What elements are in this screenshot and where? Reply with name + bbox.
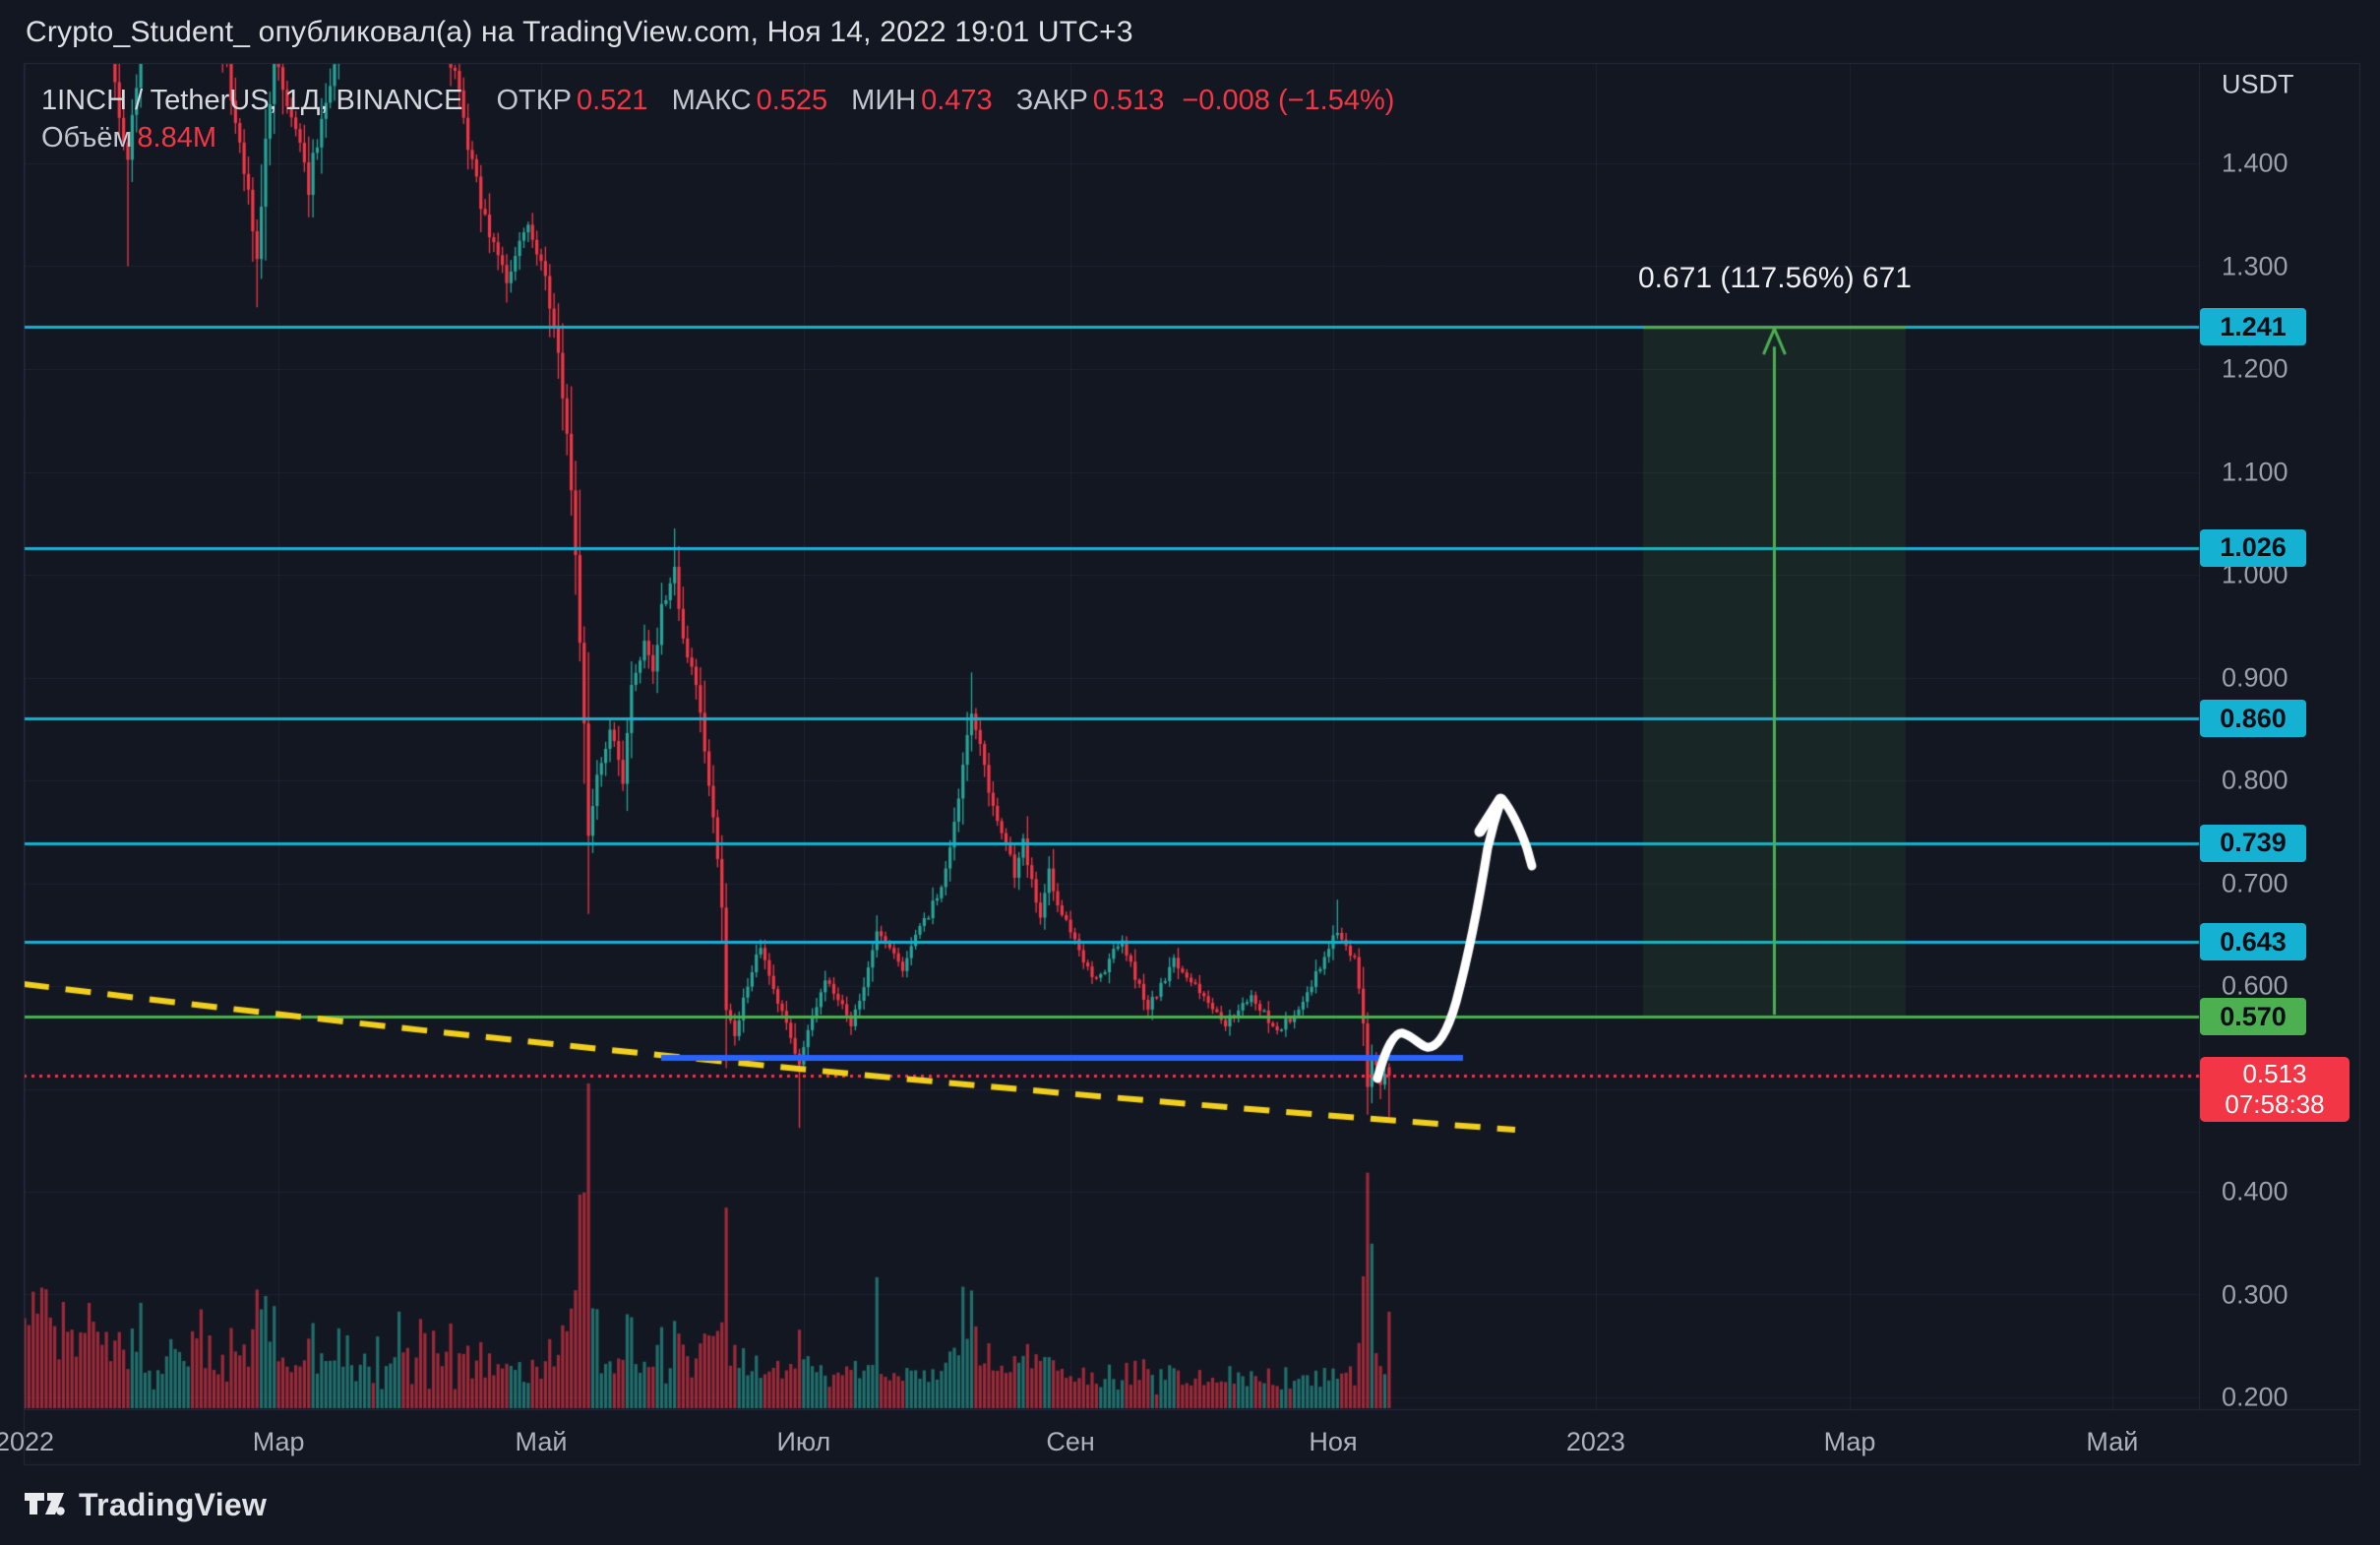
high-label: МАКС [671,85,752,116]
price-tick-label: 0.700 [2222,868,2288,897]
candle-countdown: 07:58:38 [2225,1088,2325,1119]
open-value: 0.521 [576,85,648,116]
close-label: ЗАКР [1015,85,1088,116]
time-tick-label: Мар [1823,1427,1876,1456]
tradingview-logo-icon [24,1486,67,1524]
time-tick-label: Ноя [1309,1427,1358,1456]
price-tick-label: 1.400 [2222,148,2288,178]
low-label: МИН [851,85,917,116]
published-by-banner: Crypto_Student_ опубликовал(а) на Tradin… [26,16,1133,48]
level-price-badge: 0.739 [2200,824,2306,862]
time-tick-label: Май [515,1427,568,1456]
level-price-badge: 0.570 [2200,998,2306,1036]
open-label: ОТКР [496,85,572,116]
time-tick-label: Мар [252,1427,305,1456]
price-tick-label: 1.200 [2222,353,2288,384]
axis-currency-label: USDT [2222,69,2294,99]
close-value: 0.513 [1092,85,1165,116]
long-position-annotation: 0.671 (117.56%) 671 [1638,262,1912,294]
current-price-badge: 0.513 07:58:38 [2200,1056,2349,1122]
time-tick-label: 2023 [1565,1427,1625,1456]
price-tick-label: 0.900 [2222,662,2288,692]
level-price-badge: 0.860 [2200,700,2306,738]
volume-value: 8.84M [137,122,217,154]
tradingview-logo-text: TradingView [79,1487,268,1522]
change-value: −0.008 (−1.54%) [1182,85,1395,116]
volume-legend: Объём 8.84M [41,122,216,154]
price-tick-label: 0.800 [2222,765,2288,795]
price-tick-label: 1.100 [2222,457,2288,486]
time-tick-label: Июл [776,1427,831,1456]
time-tick-label: Май [2086,1427,2139,1456]
low-value: 0.473 [921,85,993,116]
price-tick-label: 0.400 [2222,1176,2288,1206]
level-price-badge: 1.026 [2200,528,2306,567]
price-tick-label: 1.300 [2222,251,2288,280]
level-price-badge: 1.241 [2200,308,2306,346]
symbol-legend: 1INCH / TetherUS, 1Д, BINANCE ОТКР 0.521 … [41,85,1394,117]
price-tick-label: 0.300 [2222,1279,2288,1309]
price-tick-label: 0.200 [2222,1382,2288,1412]
time-tick-label: Сен [1046,1427,1095,1456]
price-tick-label: 0.600 [2222,970,2288,1001]
symbol-title: 1INCH / TetherUS, 1Д, BINANCE [41,85,463,116]
volume-label: Объём [41,122,133,154]
current-price-value: 0.513 [2242,1058,2307,1088]
level-price-badge: 0.643 [2200,923,2306,961]
high-value: 0.525 [756,85,828,116]
time-tick-label: 2022 [0,1427,55,1456]
tradingview-logo[interactable]: TradingView [24,1486,267,1524]
